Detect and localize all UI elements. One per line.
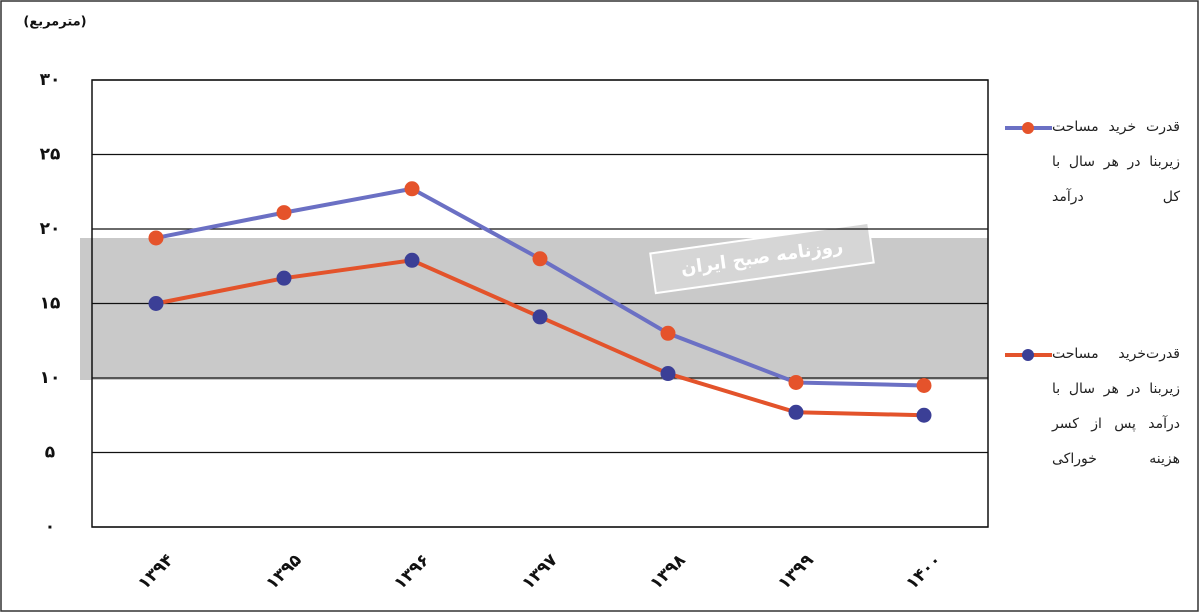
x-tick-label: ۱۳۹۹ <box>774 550 818 594</box>
data-point <box>148 230 164 246</box>
legend-marker <box>1022 349 1034 361</box>
data-point <box>916 407 932 423</box>
legend-label: قدرت‌خرید مساحت زیربنا در هر سال با درآم… <box>1052 346 1180 467</box>
y-tick-label: ۱۰ <box>40 368 61 388</box>
data-point <box>404 252 420 268</box>
x-tick-label: ۱۳۹۷ <box>518 550 562 594</box>
y-tick-label: ۱۵ <box>40 294 61 314</box>
data-point <box>788 374 804 390</box>
data-point <box>660 366 676 382</box>
x-tick-label: ۱۳۹۶ <box>390 550 433 593</box>
x-tick-label: ۱۳۹۸ <box>646 550 690 594</box>
y-tick-label: ۲۰ <box>40 219 61 239</box>
data-point <box>532 251 548 267</box>
data-point <box>532 309 548 325</box>
data-point <box>276 205 292 221</box>
y-tick-label: ۲۵ <box>40 145 61 165</box>
legend-marker <box>1022 122 1034 134</box>
data-point <box>276 270 292 286</box>
watermark-box <box>649 221 875 295</box>
data-point <box>788 404 804 420</box>
plot-border <box>91 79 989 528</box>
x-tick-label: ۱۳۹۵ <box>262 550 305 593</box>
x-tick-label: ۱۴۰۰ <box>902 550 945 593</box>
x-tick-label: ۱۳۹۴ <box>134 550 177 593</box>
y-tick-label: ۳۰ <box>40 70 61 90</box>
y-tick-label: ۰ <box>45 517 55 537</box>
data-point <box>916 377 932 393</box>
y-unit: (مترمربع) <box>23 15 86 30</box>
data-point <box>148 296 164 311</box>
data-point <box>404 181 420 197</box>
data-point <box>660 325 676 341</box>
legend-label: قدرت خرید مساحت زیربنا در هر سال با کل د… <box>1052 119 1180 205</box>
y-tick-label: ۵ <box>45 443 55 463</box>
